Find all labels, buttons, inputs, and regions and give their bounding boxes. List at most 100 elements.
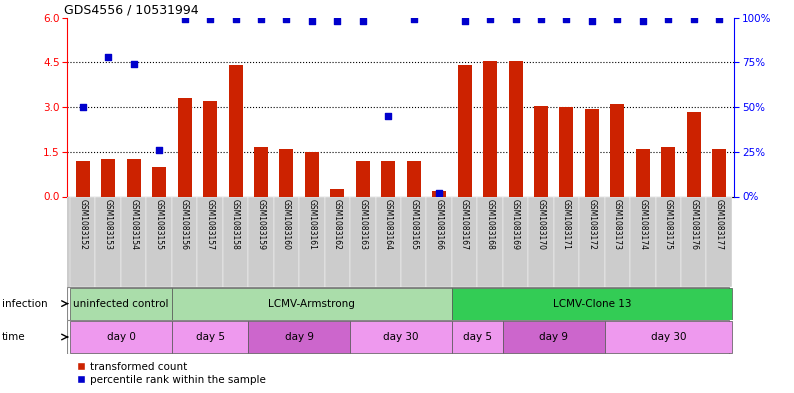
Bar <box>452 196 477 287</box>
Bar <box>528 196 553 287</box>
Point <box>357 18 369 24</box>
Bar <box>172 196 198 287</box>
Bar <box>121 196 146 287</box>
Bar <box>381 161 395 196</box>
Bar <box>127 159 141 196</box>
Bar <box>70 321 172 353</box>
Text: GSM1083154: GSM1083154 <box>129 199 138 250</box>
Bar <box>178 98 191 196</box>
Bar <box>661 147 675 196</box>
Bar <box>630 196 656 287</box>
Bar <box>707 196 732 287</box>
Point <box>255 17 268 23</box>
Text: uninfected control: uninfected control <box>73 299 168 309</box>
Bar <box>477 196 503 287</box>
Text: GSM1083174: GSM1083174 <box>638 199 647 250</box>
Bar <box>503 321 604 353</box>
Point <box>382 113 395 119</box>
Point <box>509 17 522 23</box>
Point <box>688 17 700 23</box>
Text: GSM1083156: GSM1083156 <box>180 199 189 250</box>
Bar <box>70 288 172 320</box>
Bar <box>426 196 452 287</box>
Bar <box>356 161 370 196</box>
Bar <box>198 196 223 287</box>
Bar <box>254 147 268 196</box>
Point <box>484 17 496 23</box>
Bar <box>274 196 299 287</box>
Bar <box>75 161 90 196</box>
Text: GSM1083159: GSM1083159 <box>256 199 265 250</box>
Text: GSM1083175: GSM1083175 <box>664 199 673 250</box>
Text: LCMV-Armstrong: LCMV-Armstrong <box>268 299 355 309</box>
Text: day 30: day 30 <box>384 332 418 342</box>
Bar <box>401 196 426 287</box>
Point <box>611 17 624 23</box>
Bar <box>560 107 573 196</box>
Bar <box>636 149 649 196</box>
Text: GSM1083162: GSM1083162 <box>333 199 342 250</box>
Bar <box>452 288 732 320</box>
Text: GSM1083168: GSM1083168 <box>486 199 495 250</box>
Legend: transformed count, percentile rank within the sample: transformed count, percentile rank withi… <box>73 358 271 389</box>
Point <box>713 17 726 23</box>
Text: day 5: day 5 <box>195 332 225 342</box>
Bar <box>432 191 446 196</box>
Bar <box>376 196 401 287</box>
Bar <box>656 196 681 287</box>
Text: day 9: day 9 <box>284 332 314 342</box>
Bar <box>330 189 345 196</box>
Text: day 9: day 9 <box>539 332 569 342</box>
Bar <box>223 196 249 287</box>
Bar <box>534 106 548 196</box>
Point <box>102 54 114 60</box>
Point <box>662 17 675 23</box>
Point <box>534 17 547 23</box>
Bar <box>483 61 497 196</box>
Text: GSM1083167: GSM1083167 <box>460 199 469 250</box>
Text: day 5: day 5 <box>463 332 491 342</box>
Bar <box>70 196 95 287</box>
Point <box>637 18 649 24</box>
Text: LCMV-Clone 13: LCMV-Clone 13 <box>553 299 631 309</box>
Bar <box>305 152 319 196</box>
Text: GSM1083153: GSM1083153 <box>104 199 113 250</box>
Point <box>458 18 471 24</box>
Text: GSM1083173: GSM1083173 <box>613 199 622 250</box>
Bar <box>585 108 599 196</box>
Bar <box>350 321 452 353</box>
Point <box>152 147 165 153</box>
Bar <box>146 196 172 287</box>
Point <box>331 18 344 24</box>
Bar <box>172 321 249 353</box>
Text: day 30: day 30 <box>650 332 686 342</box>
Bar <box>279 149 294 196</box>
Bar <box>503 196 528 287</box>
Bar <box>203 101 217 196</box>
Text: GSM1083164: GSM1083164 <box>384 199 393 250</box>
Point <box>280 17 293 23</box>
Bar <box>101 159 115 196</box>
Bar <box>350 196 376 287</box>
Point <box>76 104 89 110</box>
Point <box>127 61 140 67</box>
Text: day 0: day 0 <box>106 332 136 342</box>
Point <box>585 18 598 24</box>
Bar <box>452 321 503 353</box>
Point <box>407 17 420 23</box>
Text: GSM1083161: GSM1083161 <box>307 199 316 250</box>
Point <box>178 17 191 23</box>
Bar <box>604 196 630 287</box>
Bar <box>681 196 707 287</box>
Bar <box>457 65 472 196</box>
Text: GSM1083152: GSM1083152 <box>79 199 87 250</box>
Bar <box>687 112 701 196</box>
Text: GSM1083165: GSM1083165 <box>409 199 418 250</box>
Text: GSM1083176: GSM1083176 <box>689 199 698 250</box>
Bar <box>249 196 274 287</box>
Point <box>433 190 445 196</box>
Bar <box>611 104 624 196</box>
Bar <box>579 196 604 287</box>
Bar <box>325 196 350 287</box>
Bar <box>508 61 522 196</box>
